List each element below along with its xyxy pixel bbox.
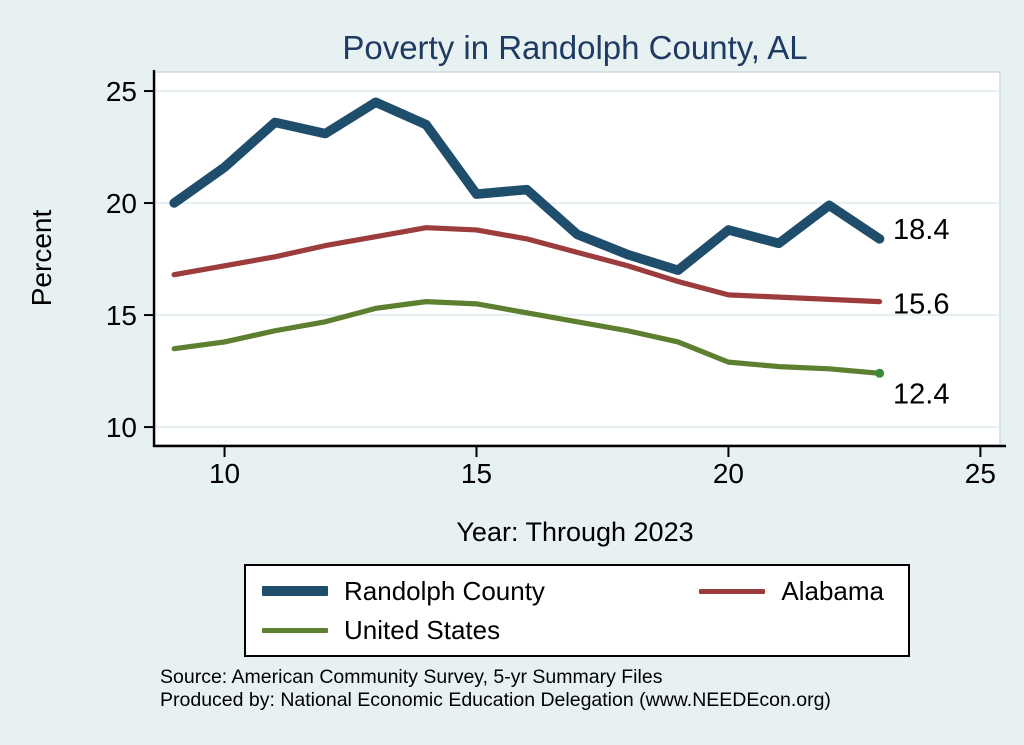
x-tick-label-25: 25 (965, 458, 996, 489)
chart-title: Poverty in Randolph County, AL (342, 29, 808, 66)
footer: Source: American Community Survey, 5-yr … (160, 666, 831, 712)
legend-swatch-united-states (262, 627, 328, 633)
y-tick-label-10: 10 (106, 412, 137, 443)
legend-label-randolph-county: Randolph County (344, 575, 545, 606)
footer-producer-line: Produced by: National Economic Education… (160, 689, 831, 711)
x-tick-label-10: 10 (209, 458, 240, 489)
legend-item-united-states: United States (262, 615, 545, 646)
end-label-alabama: 15.6 (893, 289, 949, 321)
end-label-united-states: 12.4 (893, 378, 949, 410)
y-tick-label-20: 20 (106, 188, 137, 219)
footer-source-line: Source: American Community Survey, 5-yr … (160, 666, 663, 688)
end-marker-united-states (875, 368, 885, 378)
series-line-united-states (171, 299, 883, 376)
legend-swatch-alabama (699, 588, 766, 594)
legend: Randolph County Alabama United States (244, 564, 910, 657)
y-tick-label-15: 15 (106, 300, 137, 331)
x-tick-label-15: 15 (461, 458, 492, 489)
legend-swatch-randolph-county (262, 586, 328, 596)
legend-item-randolph-county: Randolph County (262, 576, 545, 607)
series-line-alabama (171, 225, 883, 305)
legend-label-alabama: Alabama (781, 575, 884, 606)
x-axis-title: Year: Through 2023 (456, 517, 694, 547)
end-label-randolph-county: 18.4 (893, 214, 949, 246)
legend-label-united-states: United States (344, 614, 501, 645)
legend-item-alabama: Alabama (699, 576, 884, 607)
series-line-randolph-county (169, 97, 885, 276)
y-tick-label-25: 25 (106, 76, 137, 107)
x-tick-label-20: 20 (713, 458, 744, 489)
plot-area (154, 71, 1001, 446)
